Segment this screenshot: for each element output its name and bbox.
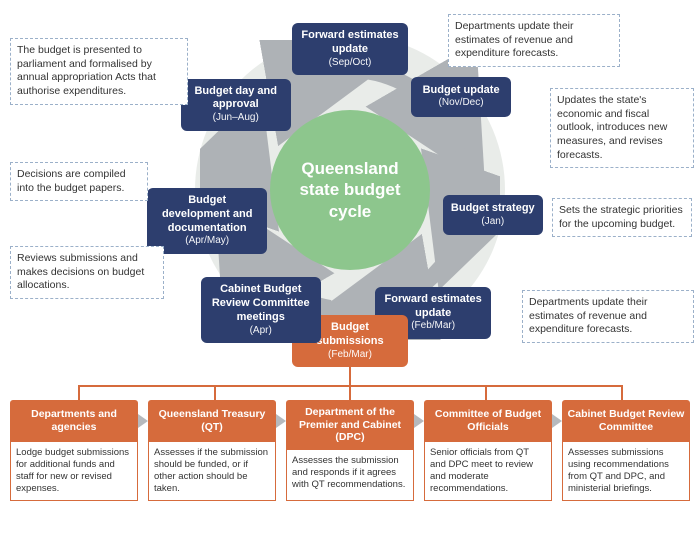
flow-step-head: Department of the Premier and Cabinet (D… (286, 400, 414, 450)
cycle-node-sub: (Apr/May) (185, 235, 229, 248)
flow-step-body: Lodge budget submissions for additional … (10, 442, 138, 501)
cycle-node-sub: (Feb/Mar) (411, 320, 455, 333)
flow-connector-drop-3 (349, 385, 351, 400)
callout-n6: Decisions are compiled into the budget p… (10, 162, 148, 201)
flow-step-2: Queensland Treasury (QT)Assesses if the … (148, 400, 276, 501)
flow-arrow-icon (138, 414, 148, 428)
cycle-node-n5: Cabinet Budget Review Committee meetings… (201, 277, 321, 343)
callout-n3: Departments update their estimates of re… (522, 290, 694, 343)
cycle-node-title: Budget update (423, 84, 500, 98)
flow-step-body: Assesses submissions using recommendatio… (562, 442, 690, 501)
callout-n0: Departments update their estimates of re… (448, 14, 620, 67)
cycle-node-title: Budget development and documentation (155, 194, 259, 235)
callout-n5: Reviews submissions and makes decisions … (10, 246, 164, 299)
cycle-node-title: Budget day and approval (189, 85, 283, 113)
cycle-node-n6: Budget development and documentation(Apr… (147, 188, 267, 254)
center-text: Queensland state budget cycle (280, 158, 420, 222)
center-label: Queensland state budget cycle (270, 110, 430, 270)
flow-step-4: Committee of Budget OfficialsSenior offi… (424, 400, 552, 501)
callout-n1: Updates the state's economic and fiscal … (550, 88, 694, 168)
flow-connector-drop-5 (621, 385, 623, 400)
cycle-node-sub: (Feb/Mar) (328, 349, 372, 362)
cycle-node-title: Budget strategy (451, 202, 535, 216)
flow-step-5: Cabinet Budget Review CommitteeAssesses … (562, 400, 690, 501)
cycle-node-sub: (Nov/Dec) (439, 97, 484, 110)
flow-step-body: Assesses if the submission should be fun… (148, 442, 276, 501)
flow-arrow-icon (552, 414, 562, 428)
callout-n7: The budget is presented to parliament an… (10, 38, 188, 105)
flow-step-body: Assesses the submission and responds if … (286, 450, 414, 501)
flow-step-head: Committee of Budget Officials (424, 400, 552, 442)
cycle-node-sub: (Sep/Oct) (329, 57, 372, 70)
submission-flow: Departments and agenciesLodge budget sub… (10, 400, 690, 501)
flow-step-3: Department of the Premier and Cabinet (D… (286, 400, 414, 501)
cycle-node-title: Forward estimates update (300, 29, 400, 57)
cycle-node-n1: Budget update(Nov/Dec) (411, 77, 511, 117)
cycle-node-n7: Budget day and approval(Jun–Aug) (181, 79, 291, 131)
cycle-node-sub: (Apr) (250, 325, 272, 338)
flow-step-head: Queensland Treasury (QT) (148, 400, 276, 442)
flow-connector-drop-1 (78, 385, 80, 400)
flow-step-head: Departments and agencies (10, 400, 138, 442)
flow-step-1: Departments and agenciesLodge budget sub… (10, 400, 138, 501)
callout-n2: Sets the strategic priorities for the up… (552, 198, 692, 237)
flow-connector-vertical (349, 365, 351, 385)
cycle-node-title: Cabinet Budget Review Committee meetings (209, 283, 313, 324)
flow-connector-drop-2 (214, 385, 216, 400)
cycle-node-n0: Forward estimates update(Sep/Oct) (292, 23, 408, 75)
flow-step-head: Cabinet Budget Review Committee (562, 400, 690, 442)
flow-step-body: Senior officials from QT and DPC meet to… (424, 442, 552, 501)
cycle-node-n2: Budget strategy(Jan) (443, 195, 543, 235)
cycle-node-sub: (Jun–Aug) (213, 112, 259, 125)
flow-connector-drop-4 (485, 385, 487, 400)
flow-arrow-icon (276, 414, 286, 428)
flow-arrow-icon (414, 414, 424, 428)
cycle-node-sub: (Jan) (481, 216, 504, 229)
